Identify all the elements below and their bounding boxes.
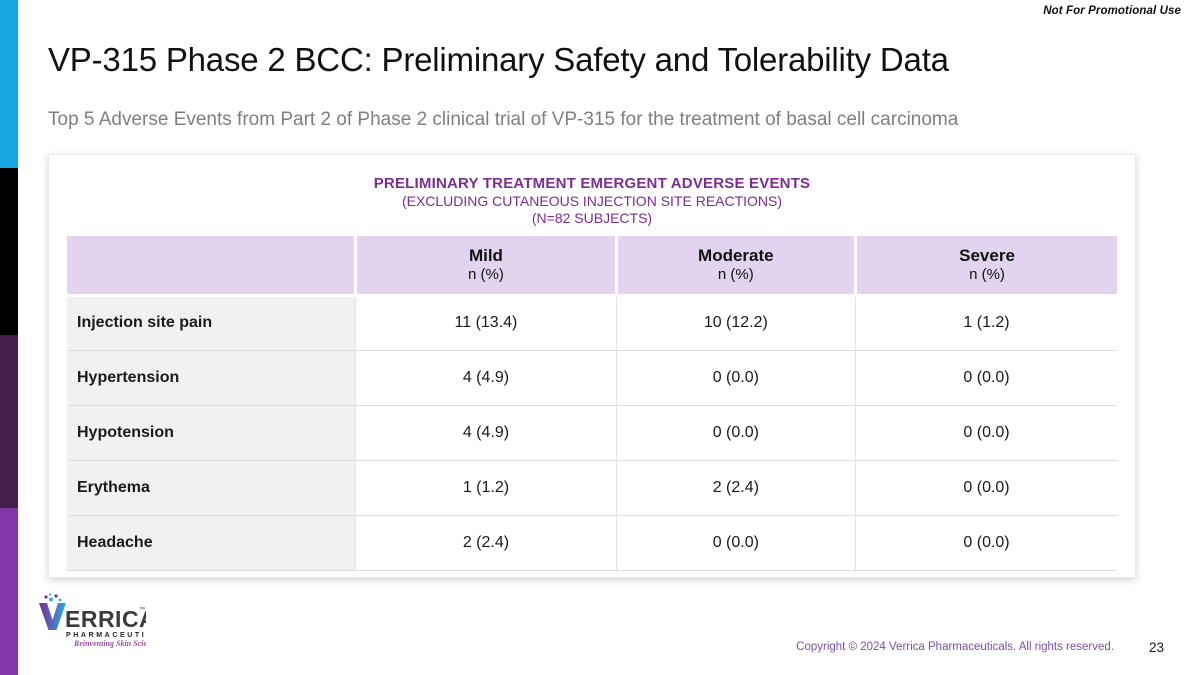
moderate-value-cell: 2 (2.4) xyxy=(616,459,857,515)
table-row: Headache 2 (2.4) 0 (0.0) 0 (0.0) xyxy=(67,514,1117,571)
logo-v-mark xyxy=(39,603,66,630)
mild-value-cell: 1 (1.2) xyxy=(355,459,617,515)
table-row: Hypertension 4 (4.9) 0 (0.0) 0 (0.0) xyxy=(67,349,1117,405)
accent-segment-plum xyxy=(0,335,18,508)
logo-tm: ™ xyxy=(139,606,145,613)
severe-value-cell: 1 (1.2) xyxy=(855,294,1117,350)
table-row: Injection site pain 11 (13.4) 10 (12.2) … xyxy=(67,294,1117,350)
header-cell-moderate: Moderate n (%) xyxy=(616,236,858,297)
accent-segment-cyan xyxy=(0,0,18,168)
severe-value-cell: 0 (0.0) xyxy=(855,459,1117,515)
logo-subtext: PHARMACEUTICALS xyxy=(66,632,146,639)
column-sublabel: n (%) xyxy=(969,266,1005,283)
moderate-value-cell: 10 (12.2) xyxy=(616,294,857,350)
adverse-events-table: Mild n (%) Moderate n (%) Severe n (%) I… xyxy=(67,236,1117,571)
adverse-events-card: PRELIMINARY TREATMENT EMERGENT ADVERSE E… xyxy=(48,154,1136,578)
column-label: Severe xyxy=(959,245,1015,265)
moderate-value-cell: 0 (0.0) xyxy=(616,514,857,571)
severe-value-cell: 0 (0.0) xyxy=(855,404,1117,460)
logo-dot xyxy=(54,594,58,598)
severe-value-cell: 0 (0.0) xyxy=(855,349,1117,405)
event-name-cell: Hypertension xyxy=(67,349,357,405)
not-for-promotional-use-label: Not For Promotional Use xyxy=(1043,5,1181,17)
event-name-cell: Headache xyxy=(67,514,357,571)
table-header-row: Mild n (%) Moderate n (%) Severe n (%) xyxy=(67,236,1117,297)
verrica-logo-image: ERRICA ™ PHARMACEUTICALS Reinventing Ski… xyxy=(39,593,173,648)
logo-dot xyxy=(58,598,62,602)
column-label: Mild xyxy=(468,245,503,265)
page-number: 23 xyxy=(1148,640,1164,655)
mild-value-cell: 4 (4.9) xyxy=(355,404,617,460)
column-label: Moderate xyxy=(698,245,774,265)
verrica-logo: ERRICA ™ PHARMACEUTICALS Reinventing Ski… xyxy=(38,593,173,654)
left-accent-bar xyxy=(0,0,18,675)
page-title: VP-315 Phase 2 BCC: Preliminary Safety a… xyxy=(48,41,949,78)
mild-value-cell: 11 (13.4) xyxy=(355,294,617,350)
accent-segment-purple xyxy=(0,508,18,675)
event-name-cell: Erythema xyxy=(67,459,357,515)
accent-segment-black xyxy=(0,168,18,335)
table-title: PRELIMINARY TREATMENT EMERGENT ADVERSE E… xyxy=(67,175,1117,226)
header-cell-empty xyxy=(67,236,358,297)
event-name-cell: Hypotension xyxy=(67,404,357,460)
table-row: Hypotension 4 (4.9) 0 (0.0) 0 (0.0) xyxy=(67,404,1117,460)
header-cell-mild: Mild n (%) xyxy=(355,236,618,297)
table-title-line1: PRELIMINARY TREATMENT EMERGENT ADVERSE E… xyxy=(373,175,811,192)
moderate-value-cell: 0 (0.0) xyxy=(616,349,857,405)
logo-dot xyxy=(44,595,48,599)
copyright-text: Copyright © 2024 Verrica Pharmaceuticals… xyxy=(796,641,1114,653)
logo-dot xyxy=(48,593,52,596)
moderate-value-cell: 0 (0.0) xyxy=(616,404,857,460)
severe-value-cell: 0 (0.0) xyxy=(855,514,1117,571)
logo-dot xyxy=(49,597,53,602)
table-title-line3: (N=82 SUBJECTS) xyxy=(531,210,653,226)
logo-tagline: Reinventing Skin Science xyxy=(73,639,146,648)
header-cell-severe: Severe n (%) xyxy=(855,236,1117,297)
mild-value-cell: 2 (2.4) xyxy=(355,514,617,571)
event-name-cell: Injection site pain xyxy=(67,294,357,350)
mild-value-cell: 4 (4.9) xyxy=(355,349,617,405)
column-sublabel: n (%) xyxy=(717,266,754,283)
logo-wordmark: ERRICA xyxy=(65,606,146,632)
page-subtitle: Top 5 Adverse Events from Part 2 of Phas… xyxy=(48,109,959,130)
table-title-line2: (EXCLUDING CUTANEOUS INJECTION SITE REAC… xyxy=(401,193,783,209)
column-sublabel: n (%) xyxy=(468,266,504,283)
table-row: Erythema 1 (1.2) 2 (2.4) 0 (0.0) xyxy=(67,459,1117,515)
